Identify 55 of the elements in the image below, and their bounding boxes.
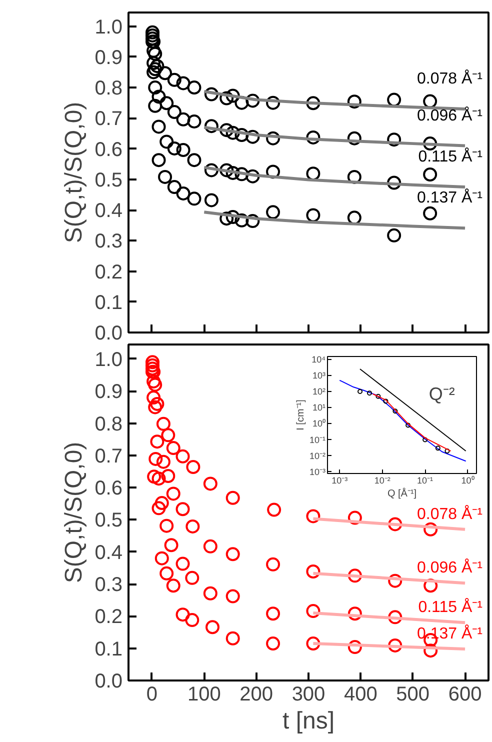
y-tick-label: 10⁻¹	[309, 434, 326, 445]
y-tick-label: 0.3	[94, 230, 123, 253]
y-tick-label: 10²	[312, 386, 326, 397]
series-label: 0.137 Å⁻¹	[417, 624, 482, 643]
series-label: 0.078 Å⁻¹	[417, 70, 482, 88]
x-axis-title: t [ns]	[282, 708, 335, 734]
y-tick-label: 0.7	[94, 445, 123, 468]
y-tick-label: 1.0	[94, 348, 123, 371]
annotation: Q⁻²	[428, 384, 455, 404]
y-axis-title: I [cm⁻¹]	[295, 399, 306, 430]
series-label: 0.115 Å⁻¹	[418, 598, 482, 616]
y-tick-label: 0.0	[94, 322, 123, 344]
y-tick-label: 10³	[312, 370, 326, 380]
x-tick-label: 500	[396, 684, 430, 706]
y-tick-label: 0.9	[94, 381, 123, 404]
y-tick-label: 0.4	[94, 200, 123, 222]
y-tick-label: 10⁻²	[309, 450, 326, 461]
y-axis-title: S(Q,t)/S(Q,0)	[60, 102, 88, 244]
x-tick-label: 0	[146, 684, 158, 706]
x-axis-title: Q [Å⁻¹]	[387, 488, 417, 500]
y-axis-title: S(Q,t)/S(Q,0)	[60, 442, 88, 584]
x-tick-label: 300	[292, 684, 326, 706]
y-tick-label: 0.7	[94, 108, 123, 130]
series-label: 0.137 Å⁻¹	[417, 188, 482, 207]
x-tick-label: 10⁻¹	[417, 476, 434, 486]
x-tick-label: 10⁻³	[332, 476, 348, 486]
y-tick-label: 10⁴	[312, 354, 326, 364]
y-tick-label: 0.5	[94, 169, 123, 192]
x-tick-label: 10⁻²	[374, 476, 390, 486]
series-label: 0.096 Å⁻¹	[417, 106, 482, 124]
y-tick-label: 0.0	[94, 670, 123, 692]
x-tick-label: 200	[240, 684, 274, 706]
x-tick-label: 100	[187, 684, 221, 706]
y-tick-label: 1.0	[94, 16, 123, 38]
y-tick-label: 0.2	[94, 606, 123, 628]
series-label: 0.078 Å⁻¹	[417, 504, 482, 523]
y-tick-label: 0.6	[94, 478, 123, 500]
series-label: 0.096 Å⁻¹	[417, 558, 482, 577]
y-tick-label: 0.3	[94, 574, 123, 596]
y-tick-label: 10⁻³	[309, 466, 326, 477]
y-tick-label: 0.9	[94, 46, 123, 69]
y-tick-label: 0.8	[94, 78, 123, 100]
x-tick-label: 600	[448, 684, 482, 706]
y-tick-label: 0.4	[94, 542, 123, 564]
y-tick-label: 10¹	[312, 402, 326, 413]
x-tick-label: 400	[344, 684, 378, 706]
y-tick-label: 0.2	[94, 261, 123, 284]
y-tick-label: 0.1	[94, 292, 123, 314]
y-tick-label: 10⁰	[312, 418, 326, 429]
y-tick-label: 0.8	[94, 413, 123, 436]
y-tick-label: 0.5	[94, 510, 123, 532]
x-tick-label: 10⁰	[461, 476, 474, 486]
y-tick-label: 0.6	[94, 138, 123, 161]
y-tick-label: 0.1	[94, 638, 123, 660]
series-label: 0.115 Å⁻¹	[418, 148, 482, 166]
